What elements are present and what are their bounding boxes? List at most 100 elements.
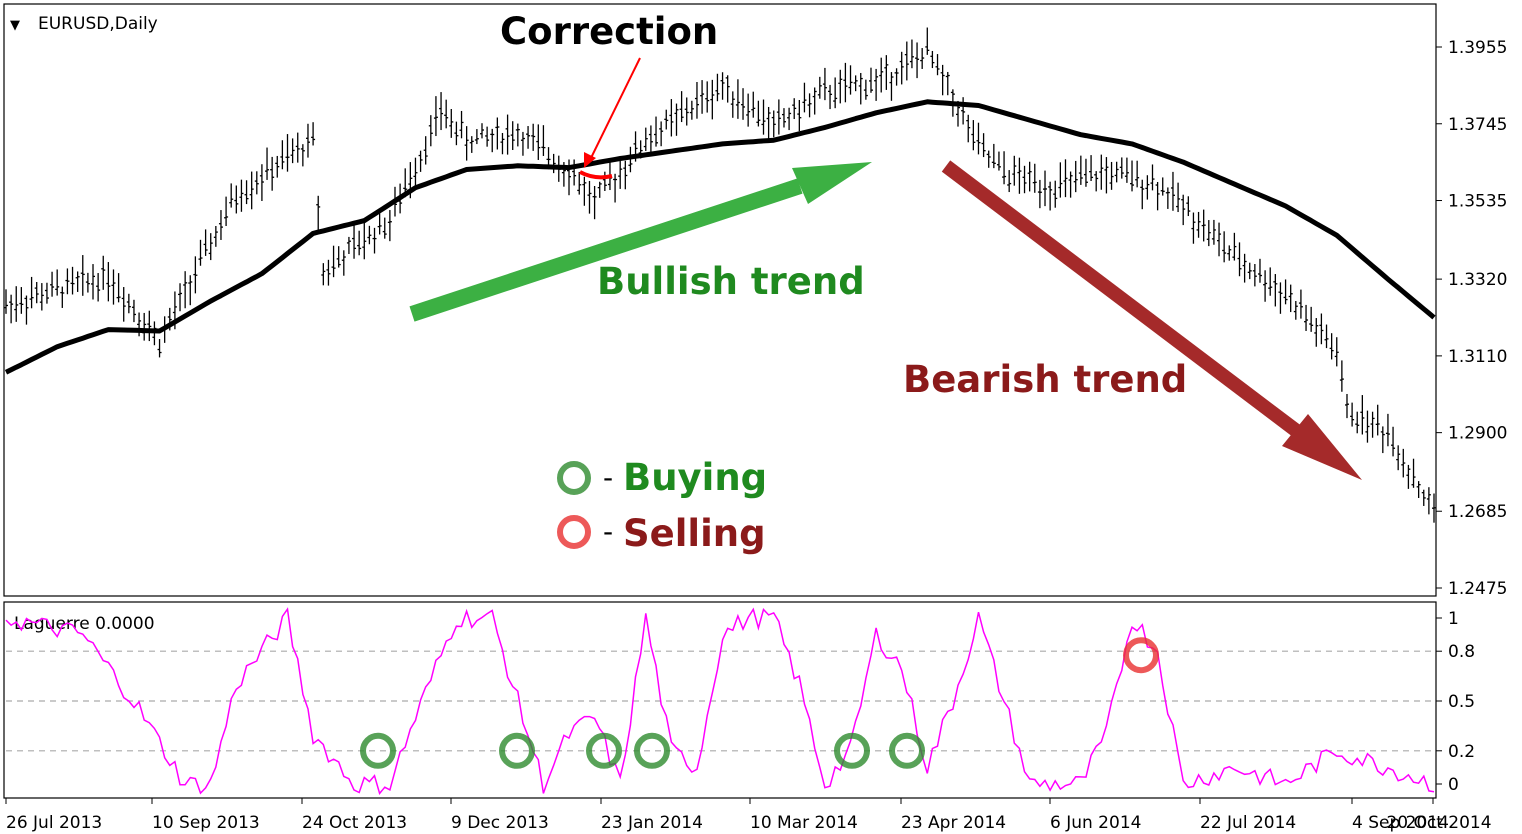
price-bar [863,79,868,100]
price-bar [1252,264,1257,287]
price-bar [413,157,418,190]
price-bar [1048,181,1053,211]
price-bar [485,126,490,147]
menu-triangle-icon[interactable]: ▼ [10,18,20,33]
price-bar [9,294,14,324]
price-bars [4,27,1436,523]
ind-tick-label: 0.5 [1448,692,1475,712]
price-bar [290,138,295,164]
price-bar [735,79,740,119]
price-bar [961,97,966,125]
price-bar [771,110,776,138]
ind-tick-label: 0.2 [1448,742,1475,762]
price-bar [1314,318,1319,347]
price-bar [229,183,234,208]
price-bar [930,50,935,69]
price-bar [1124,157,1129,183]
price-bar [464,126,469,161]
price-bar [602,171,607,192]
price-bar [121,287,126,322]
y-tick-label: 1.3320 [1448,270,1507,290]
price-bar [510,121,515,151]
price-bar [1114,161,1119,183]
x-tick-label: 4 Sep 2014 [1352,813,1449,833]
price-bar [439,92,444,131]
price-bar [224,196,229,226]
price-bar [19,287,24,314]
price-bar [991,143,996,169]
price-bar [879,57,884,93]
ind-tick-label: 0.8 [1448,642,1475,662]
price-bar [756,100,761,127]
price-bar [1329,333,1334,360]
legend-buy-circle [557,461,591,495]
price-bar [643,127,648,151]
price-bar [336,246,341,268]
indicator-axis: 1 0.8 0.5 0.2 0 [6,609,1475,795]
legend-buy-label: Buying [623,456,767,499]
price-bar [500,132,505,155]
price-bar [684,97,689,126]
price-bar [654,116,659,147]
price-bar [203,229,208,256]
price-bar [689,100,694,120]
price-bar [868,67,873,93]
bullish-trend-label: Bullish trend [597,260,865,303]
price-bar [80,255,85,296]
price-bar [1227,245,1232,261]
laguerre-line [5,607,1435,795]
x-tick-label: 23 Apr 2014 [901,813,1006,833]
price-bar [915,42,920,79]
price-bar [669,99,674,137]
price-bar [433,96,438,137]
price-bar [1078,155,1083,185]
price-bar [1043,170,1048,207]
price-bar [111,269,116,305]
price-bar [265,147,270,180]
price-bar [280,140,285,170]
price-bar [797,99,802,132]
price-bar [295,132,300,163]
moving-average-line [4,99,1436,375]
price-bar [899,51,904,85]
price-bar [679,91,684,123]
price-bar [1119,157,1124,179]
price-bar [459,110,464,139]
x-tick-label: 26 Jul 2013 [6,813,102,833]
price-bar [515,123,520,147]
buy-signal-circle [634,732,670,769]
price-bar [592,186,597,220]
price-bar [628,146,633,173]
signal-markers [360,637,1159,769]
price-bar [65,268,70,295]
ind-tick-label: 1 [1448,609,1459,629]
price-bar [418,150,423,172]
legend-sell-dash: - [603,515,613,548]
price-bar [1109,161,1114,190]
price-bar [1324,324,1329,349]
price-bar [1012,155,1017,186]
price-bar [96,273,101,302]
price-bar [1002,151,1007,185]
price-bar [24,295,29,325]
price-bar [925,27,930,55]
price-bar [996,151,1001,171]
price-bar [480,123,484,139]
price-bar [147,310,152,342]
price-axis: 1.3955 1.3745 1.3535 1.3320 1.3110 1.2900 1.26… [1436,38,1507,599]
price-bar [367,225,372,245]
price-bar [208,233,213,261]
price-bar [1278,282,1283,314]
y-tick-label: 1.2900 [1448,424,1507,444]
price-bar [1385,413,1390,447]
price-bar [1032,163,1037,193]
price-bar [1257,258,1262,283]
price-bar [817,76,822,99]
legend-sell-circle [557,515,591,549]
price-bar [1053,180,1058,208]
price-bar [1165,187,1170,209]
price-bar [1273,274,1278,307]
price-bar [853,75,858,92]
price-bar [1247,262,1252,280]
price-bar [710,79,715,120]
